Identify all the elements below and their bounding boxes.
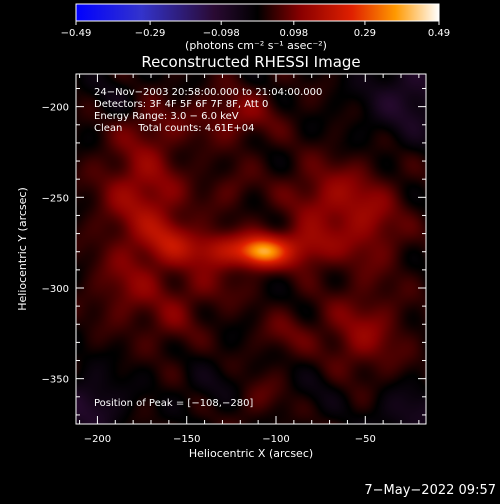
colorbar-tick-label: 0.29 [354, 28, 376, 39]
colorbar-label: (photons cm⁻² s⁻¹ asec⁻²) [185, 39, 327, 52]
info-detectors: Detectors: 3F 4F 5F 6F 7F 8F, Att 0 [94, 99, 268, 110]
colorbar-tick-label: 0.49 [428, 28, 450, 39]
colorbar-ticks: −0.49 −0.29 −0.098 0.098 0.29 0.49 [61, 21, 450, 39]
colorbar-gradient [75, 3, 440, 22]
y-tick-label: −200 [42, 103, 69, 114]
x-tick-label: −50 [355, 434, 376, 445]
colorbar-tick-label: −0.49 [61, 28, 92, 39]
y-tick-label: −300 [42, 284, 69, 295]
x-axis-label: Heliocentric X (arcsec) [189, 447, 313, 460]
chart-title: Reconstructed RHESSI Image [141, 53, 360, 71]
info-time-range: 24−Nov−2003 20:58:00.000 to 21:04:00.000 [94, 87, 322, 98]
info-energy-range: Energy Range: 3.0 − 6.0 keV [94, 111, 239, 122]
x-axis-ticks: −200 −150 −100 −50 [79, 74, 420, 445]
x-tick-label: −150 [173, 434, 200, 445]
footer-date: 7−May−2022 09:57 [364, 483, 496, 498]
colorbar-tick-label: −0.29 [135, 28, 166, 39]
info-clean-counts: Clean Total counts: 4.61E+04 [94, 123, 254, 134]
colorbar-tick-label: −0.098 [203, 28, 240, 39]
y-tick-label: −350 [42, 375, 69, 386]
plot-frame [75, 73, 427, 425]
y-axis-ticks: −200 −250 −300 −350 [42, 88, 426, 416]
x-tick-label: −100 [262, 434, 289, 445]
y-axis-label: Heliocentric Y (arcsec) [16, 187, 29, 311]
colorbar: −0.49 −0.29 −0.098 0.098 0.29 0.49 (photons c… [61, 3, 450, 52]
observation-info: 24−Nov−2003 20:58:00.000 to 21:04:00.000… [94, 87, 322, 134]
colorbar-tick-label: 0.098 [279, 28, 308, 39]
heatmap-image [76, 74, 426, 424]
x-tick-label: −200 [84, 434, 111, 445]
y-tick-label: −250 [42, 193, 69, 204]
peak-position-label: Position of Peak = [−108,−280] [94, 398, 253, 409]
